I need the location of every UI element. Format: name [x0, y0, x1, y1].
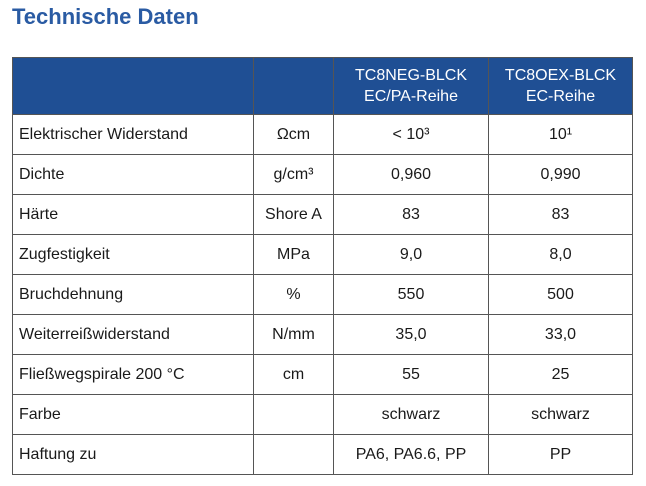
header-cell: [12, 57, 254, 115]
table-cell: 9,0: [333, 234, 489, 275]
header-line: TC8NEG-BLCK: [354, 67, 468, 84]
table-cell: MPa: [253, 234, 334, 275]
table-cell: < 10³: [333, 114, 489, 155]
header-cell: TC8OEX-BLCK EC-Reihe: [488, 57, 633, 115]
table-row: Farbe schwarz schwarz: [12, 394, 633, 435]
table-row: Zugfestigkeit MPa 9,0 8,0: [12, 234, 633, 275]
header-line: EC/PA-Reihe: [364, 88, 458, 105]
table-cell: cm: [253, 354, 334, 395]
table-row: Fließwegspirale 200 °C cm 55 25: [12, 354, 633, 395]
table-cell: Weiterreißwiderstand: [12, 314, 254, 355]
table-cell: 33,0: [488, 314, 633, 355]
table-cell: N/mm: [253, 314, 334, 355]
table-cell: g/cm³: [253, 154, 334, 195]
table-cell: 550: [333, 274, 489, 315]
table-cell: Zugfestigkeit: [12, 234, 254, 275]
table-cell: 500: [488, 274, 633, 315]
table-cell: [253, 434, 334, 475]
table-cell: [253, 394, 334, 435]
table-cell: Dichte: [12, 154, 254, 195]
table-row: Elektrischer Widerstand Ωcm < 10³ 10¹: [12, 114, 633, 155]
page-title: Technische Daten: [12, 4, 199, 29]
table-cell: 0,960: [333, 154, 489, 195]
table-row: Haftung zu PA6, PA6.6, PP PP: [12, 434, 633, 475]
header-line: TC8OEX-BLCK: [504, 67, 617, 84]
table-cell: Haftung zu: [12, 434, 254, 475]
header-line: EC-Reihe: [525, 88, 596, 105]
table-row: Härte Shore A 83 83: [12, 194, 633, 235]
table-cell: Elektrischer Widerstand: [12, 114, 254, 155]
table-cell: PA6, PA6.6, PP: [333, 434, 489, 475]
table-cell: Bruchdehnung: [12, 274, 254, 315]
table-row: Dichte g/cm³ 0,960 0,990: [12, 154, 633, 195]
table-cell: Shore A: [253, 194, 334, 235]
table-cell: Ωcm: [253, 114, 334, 155]
header-cell: [253, 57, 334, 115]
table-cell: %: [253, 274, 334, 315]
table-cell: PP: [488, 434, 633, 475]
table-cell: Härte: [12, 194, 254, 235]
header-row: TC8NEG-BLCK EC/PA-Reihe TC8OEX-BLCK EC-Reih…: [12, 57, 633, 115]
table-body: Elektrischer Widerstand Ωcm < 10³ 10¹ Dichte…: [12, 114, 633, 475]
table-row: Weiterreißwiderstand N/mm 35,0 33,0: [12, 314, 633, 355]
table-cell: 83: [333, 194, 489, 235]
table-cell: schwarz: [333, 394, 489, 435]
table-cell: 35,0: [333, 314, 489, 355]
table-row: Bruchdehnung% 550 500: [12, 274, 633, 315]
data-table: TC8NEG-BLCK EC/PA-Reihe TC8OEX-BLCK EC-Reih…: [12, 57, 633, 475]
table-cell: 10¹: [488, 114, 633, 155]
table-cell: Farbe: [12, 394, 254, 435]
table-cell: 83: [488, 194, 633, 235]
table-cell: 0,990: [488, 154, 633, 195]
table-cell: 8,0: [488, 234, 633, 275]
table-cell: 25: [488, 354, 633, 395]
table-cell: Fließwegspirale 200 °C: [12, 354, 254, 395]
header-cell: TC8NEG-BLCK EC/PA-Reihe: [333, 57, 489, 115]
table-cell: schwarz: [488, 394, 633, 435]
table-cell: 55: [333, 354, 489, 395]
